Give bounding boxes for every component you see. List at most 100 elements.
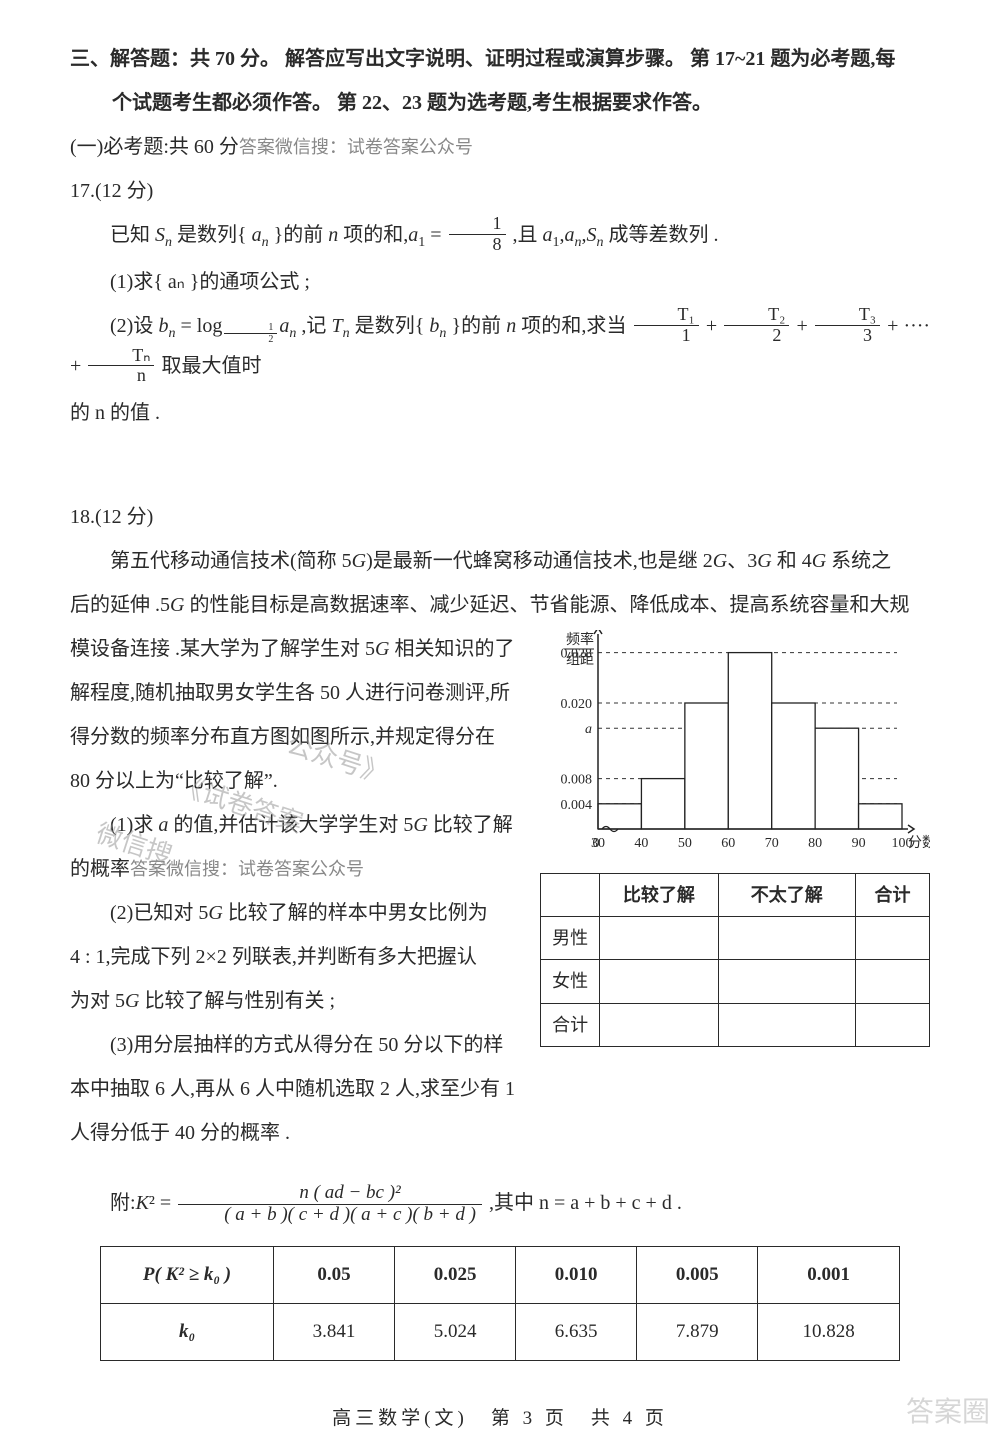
table-row: 男性 <box>541 917 930 960</box>
ct-r3c2 <box>718 1003 855 1046</box>
q17-p2b: ,记 <box>301 315 331 337</box>
q18-part2b: 4 : 1,完成下列 2×2 列联表,并判断有多大把握认 <box>70 938 526 976</box>
q17-p2a: (2)设 <box>110 315 158 337</box>
table-row: 合计 <box>541 1003 930 1046</box>
frac-den: 8 <box>449 235 506 255</box>
q18-intro-5: 得分数的频率分布直方图如图所示,并规定得分在 <box>70 718 526 756</box>
q18-number: 18.(12 分) <box>70 498 930 536</box>
table-row: 比较了解 不太了解 合计 <box>541 874 930 917</box>
section-sub-gray: 答案微信搜：试卷答案公众号 <box>239 137 473 157</box>
ct-h3: 合计 <box>855 874 929 917</box>
kt-h4: 0.005 <box>637 1246 758 1303</box>
q17-number: 17.(12 分) <box>70 172 930 210</box>
ct-r1c1 <box>600 917 718 960</box>
section-title-line1: 三、解答题：共 70 分。 解答应写出文字说明、证明过程或演算步骤。 第 17~… <box>70 40 930 78</box>
svg-text:0.004: 0.004 <box>561 798 593 813</box>
kt-r3: 6.635 <box>516 1303 637 1360</box>
q17-series-2: T₂2 <box>724 305 789 346</box>
ct-r1c2 <box>718 917 855 960</box>
page-footer: 高三数学(文) 第 3 页 共 4 页 <box>70 1401 930 1437</box>
ct-h2: 不太了解 <box>718 874 855 917</box>
q18-intro-top2: 后的延伸 .5G 的性能目标是高数据速率、减少延迟、节省能源、降低成本、提高系统… <box>70 586 930 624</box>
histogram-chart: 频率组距0.0280.020a0.0080.004030405060708090… <box>540 630 930 855</box>
q17-part2-cont: 的 n 的值 . <box>70 394 930 432</box>
section-sub: (一)必考题:共 60 分答案微信搜：试卷答案公众号 <box>70 128 930 166</box>
q17-p2f: 取最大值时 <box>161 355 261 377</box>
svg-text:40: 40 <box>634 836 648 851</box>
ct-h1: 比较了解 <box>600 874 718 917</box>
q18-part1-gray: 答案微信搜：试卷答案公众号 <box>130 859 364 879</box>
k-table: P( K² ≥ k₀ ) 0.05 0.025 0.010 0.005 0.00… <box>100 1246 900 1361</box>
svg-text:90: 90 <box>852 836 866 851</box>
q17-series-3: T₃3 <box>815 305 880 346</box>
appendix-suffix: ,其中 n = a + b + c + d . <box>489 1192 682 1214</box>
kt-r4: 7.879 <box>637 1303 758 1360</box>
ct-r2c3 <box>855 960 929 1003</box>
q18-part3a: (3)用分层抽样的方式从得分在 50 分以下的样 <box>70 1026 526 1064</box>
q18-intro-top: 第五代移动通信技术(简称 5G)是最新一代蜂窝移动通信技术,也是继 2G、3G … <box>70 542 930 580</box>
kt-h0: P( K² ≥ k₀ ) <box>101 1246 274 1303</box>
svg-text:0.008: 0.008 <box>561 773 593 788</box>
q18-intro-4: 解程度,随机抽取男女学生各 50 人进行问卷测评,所 <box>70 674 526 712</box>
svg-text:30: 30 <box>591 836 605 851</box>
q17-series-n: Tₙn <box>88 346 154 387</box>
svg-text:频率: 频率 <box>566 631 594 648</box>
ct-r3c0: 合计 <box>541 1003 600 1046</box>
stamp-icon: 答案圈 <box>870 1386 990 1446</box>
q17-t4: 项的和, <box>343 224 408 246</box>
q18-part2a: (2)已知对 5G 比较了解的样本中男女比例为 <box>70 894 526 932</box>
q18-part3c: 人得分低于 40 分的概率 . <box>70 1114 526 1152</box>
svg-text:50: 50 <box>678 836 692 851</box>
q17-t1: 已知 <box>110 224 155 246</box>
kt-h5: 0.001 <box>758 1246 900 1303</box>
kt-r1: 3.841 <box>274 1303 395 1360</box>
svg-text:0.020: 0.020 <box>561 697 593 712</box>
ct-r2c2 <box>718 960 855 1003</box>
q18-part1: (1)求 a 的值,并估计该大学学生对 5G 比较了解 <box>70 806 526 844</box>
kt-r5: 10.828 <box>758 1303 900 1360</box>
svg-text:a: a <box>585 722 592 737</box>
q17-t6: ,且 <box>513 224 543 246</box>
q18-part2c: 为对 5G 比较了解与性别有关 ; <box>70 982 526 1020</box>
contingency-table: 比较了解 不太了解 合计 男性 女性 合计 <box>540 873 930 1047</box>
q17-p2e: 项的和,求当 <box>521 315 626 337</box>
kt-r0: k₀ <box>101 1303 274 1360</box>
k2-num: n ( ad − bc )² <box>178 1183 482 1205</box>
k2-den: ( a + b )( c + d )( a + c )( b + d ) <box>178 1205 482 1226</box>
svg-text:分数: 分数 <box>908 835 930 851</box>
q18-intro-3: 模设备连接 .某大学为了解学生对 5G 相关知识的了 <box>70 630 526 668</box>
svg-text:80: 80 <box>808 836 822 851</box>
q17-t3: }的前 <box>274 224 329 246</box>
appendix-prefix: 附: <box>110 1192 136 1214</box>
ct-r2c0: 女性 <box>541 960 600 1003</box>
table-row: 女性 <box>541 960 930 1003</box>
section-title-line2: 个试题考生都必须作答。 第 22、23 题为选考题,考生根据要求作答。 <box>70 84 930 122</box>
ct-r1c0: 男性 <box>541 917 600 960</box>
kt-h3: 0.010 <box>516 1246 637 1303</box>
kt-h2: 0.025 <box>395 1246 516 1303</box>
q17-given: 已知 Sn 是数列{ an }的前 n 项的和,a1 = 1 8 ,且 a1,a… <box>70 216 930 257</box>
q17-t5: = <box>430 224 446 246</box>
section-sub-text: (一)必考题:共 60 分 <box>70 136 239 158</box>
q17-p2d: }的前 <box>451 315 506 337</box>
k2-fraction: n ( ad − bc )² ( a + b )( c + d )( a + c… <box>178 1183 482 1226</box>
svg-text:70: 70 <box>765 836 779 851</box>
q18-part3b: 本中抽取 6 人,再从 6 人中随机选取 2 人,求至少有 1 <box>70 1070 526 1108</box>
q18-appendix: 附:K² = n ( ad − bc )² ( a + b )( c + d )… <box>70 1183 930 1226</box>
q18-intro-6: 80 分以上为“比较了解”. <box>70 762 526 800</box>
ct-h0 <box>541 874 600 917</box>
q17-t7: 成等差数列 . <box>609 224 719 246</box>
q17-t2: 是数列{ <box>177 224 252 246</box>
q18-part1b: 的概率答案微信搜：试卷答案公众号 <box>70 850 526 888</box>
ct-r2c1 <box>600 960 718 1003</box>
svg-text:60: 60 <box>721 836 735 851</box>
q17-p2c: 是数列{ <box>355 315 430 337</box>
svg-text:0.028: 0.028 <box>561 647 593 662</box>
frac-num: 1 <box>449 214 506 235</box>
q17-series-1: T₁1 <box>634 305 699 346</box>
table-row: k₀ 3.841 5.024 6.635 7.879 10.828 <box>101 1303 900 1360</box>
kt-h1: 0.05 <box>274 1246 395 1303</box>
ct-r3c1 <box>600 1003 718 1046</box>
q17-part1: (1)求{ aₙ }的通项公式 ; <box>70 263 930 301</box>
q17-part2: (2)设 bn = log12an ,记 Tn 是数列{ bn }的前 n 项的… <box>70 307 930 388</box>
